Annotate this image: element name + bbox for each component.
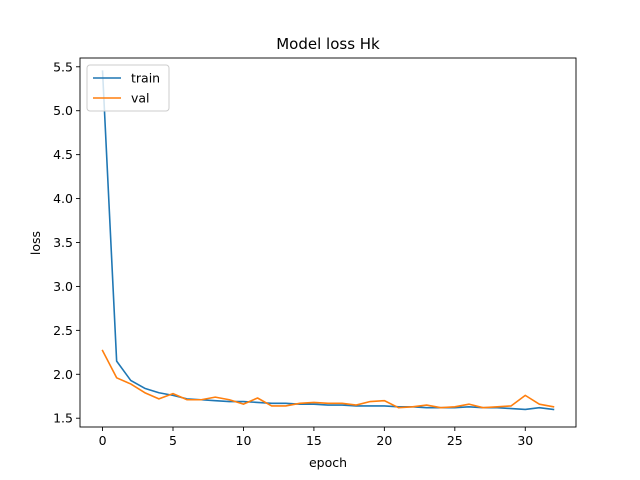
x-tick-label: 20 xyxy=(376,433,392,448)
x-axis-label: epoch xyxy=(309,455,347,470)
y-tick-label: 5.5 xyxy=(53,59,73,74)
x-tick-label: 0 xyxy=(99,433,107,448)
legend-label-val: val xyxy=(131,91,150,106)
x-tick-label: 30 xyxy=(517,433,533,448)
y-tick-label: 1.5 xyxy=(53,411,73,426)
series-line-val xyxy=(101,349,555,409)
x-tick-label: 5 xyxy=(169,433,177,448)
x-tick-label: 15 xyxy=(306,433,322,448)
y-tick-label: 2.5 xyxy=(53,323,73,338)
y-tick-label: 4.5 xyxy=(53,147,73,162)
y-tick-label: 4.0 xyxy=(53,191,73,206)
y-tick-label: 2.0 xyxy=(53,367,73,382)
chart-title: Model loss Hk xyxy=(276,35,380,53)
y-axis-label: loss xyxy=(28,231,43,255)
y-tick-label: 3.0 xyxy=(53,279,73,294)
axes-frame xyxy=(79,57,577,428)
x-tick-label: 25 xyxy=(447,433,463,448)
legend-label-train: train xyxy=(131,71,160,86)
legend-box xyxy=(86,64,170,112)
y-tick-label: 3.5 xyxy=(53,235,73,250)
plot-area: 0 5 10 15 20 25 30 1.5 2.0 2.5 3.0 3.5 4.0 4.5 5.0 5.5 t… xyxy=(53,57,577,448)
y-tick-label: 5.0 xyxy=(53,103,73,118)
series-line-train xyxy=(101,70,555,411)
x-tick-label: 10 xyxy=(236,433,252,448)
